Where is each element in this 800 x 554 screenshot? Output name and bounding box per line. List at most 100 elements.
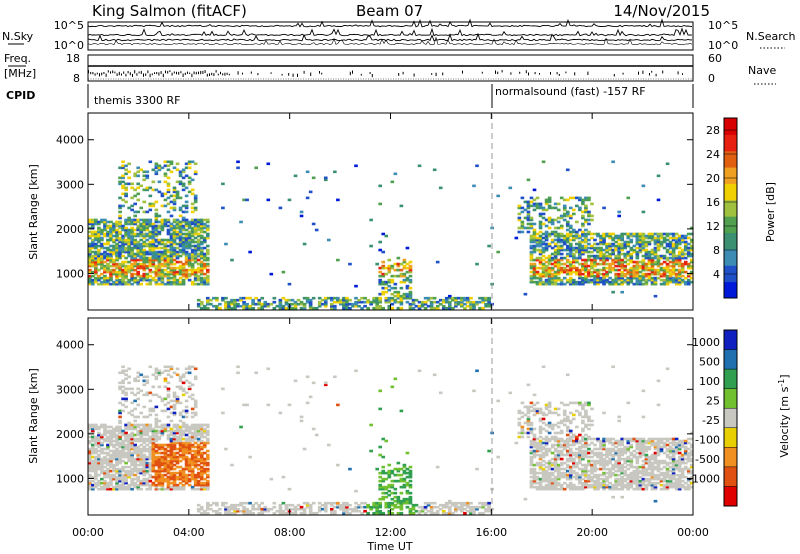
power-cell [296,298,301,302]
power-cell [202,262,207,266]
power-cell [130,238,134,242]
power-cell [650,278,655,282]
power-cell [336,300,340,304]
velocity-cell [196,503,201,507]
velocity-cell [172,411,177,415]
velocity-cell [88,425,92,429]
power-cell [196,222,201,226]
velocity-cell [526,415,531,419]
velocity-cell [196,459,201,463]
velocity-cell [157,373,162,377]
power-cell [178,222,183,226]
power-cell [390,296,395,300]
power-cell [106,276,110,280]
velocity-cell [345,507,349,511]
power-cell [133,220,137,224]
velocity-cell [526,383,531,387]
power-cell [617,278,621,282]
power-cell [671,252,676,256]
velocity-cell [202,445,207,449]
velocity-cell [266,507,271,511]
power-cell [193,230,198,234]
power-cell [559,232,564,236]
power-cell [674,280,679,284]
velocity-cell [199,483,204,487]
velocity-cell [166,389,171,393]
velocity-cell [148,413,153,417]
power-cell [635,264,640,268]
power-cell [538,230,543,234]
velocity-cell [115,459,119,463]
power-cell [608,268,612,272]
velocity-cell [133,483,137,487]
power-cell [650,262,655,266]
nave-dot [534,72,536,75]
power-cell [103,232,107,236]
velocity-cell [308,509,313,513]
velocity-cell [553,467,558,471]
power-cell [541,236,546,240]
date-label: 14/Nov/2015 [613,2,710,20]
velocity-cell [399,477,404,481]
power-cell [623,268,628,272]
power-cell [97,260,101,264]
velocity-cell [91,487,95,491]
velocity-cell [463,507,467,511]
power-cell [460,298,464,302]
power-cell [187,260,192,264]
velocity-cell [538,453,543,457]
velocity-cell [127,375,131,379]
power-cell [674,262,679,266]
power-cell [659,244,664,248]
power-cell [587,254,591,258]
power-cell [387,264,392,268]
power-cell [680,252,685,256]
velocity-cell [333,511,337,515]
velocity-cell [378,483,383,487]
power-cell [674,256,679,260]
power-cell [617,256,621,260]
power-cell [590,264,594,268]
power-cell [97,250,101,254]
velocity-cell [172,407,177,411]
velocity-cell [333,509,337,513]
velocity-cell [553,449,558,453]
power-cell [378,266,383,270]
velocity-cell [314,433,319,437]
power-cell [635,274,640,278]
power-cell [112,248,116,252]
power-cell [653,278,658,282]
velocity-cell [169,439,174,443]
power-cell [641,268,646,272]
velocity-cells [88,365,694,515]
power-cell [115,236,119,240]
power-cell [91,282,95,286]
power-cell [520,220,525,224]
velocity-cell [496,399,500,403]
power-cell [602,232,606,236]
velocity-cell [94,483,98,487]
power-cell [590,274,594,278]
power-cell [184,240,189,244]
power-cell [154,282,159,286]
power-cell [136,262,141,266]
power-cell [644,278,649,282]
velocity-cell [472,507,476,511]
power-cell [187,252,192,256]
velocity-cell [181,445,186,449]
velocity-cell [390,511,395,515]
velocity-cell [196,507,201,511]
velocity-cell [103,437,107,441]
velocity-cell [127,457,131,461]
power-cell [199,248,204,252]
velocity-cell [199,485,204,489]
power-cell [193,218,198,222]
velocity-cell [91,423,95,427]
velocity-cell [381,491,386,495]
power-cell [641,254,646,258]
power-cell [103,260,107,264]
velocity-cell [330,509,334,513]
velocity-cell [323,501,328,505]
power-cell [575,248,579,252]
